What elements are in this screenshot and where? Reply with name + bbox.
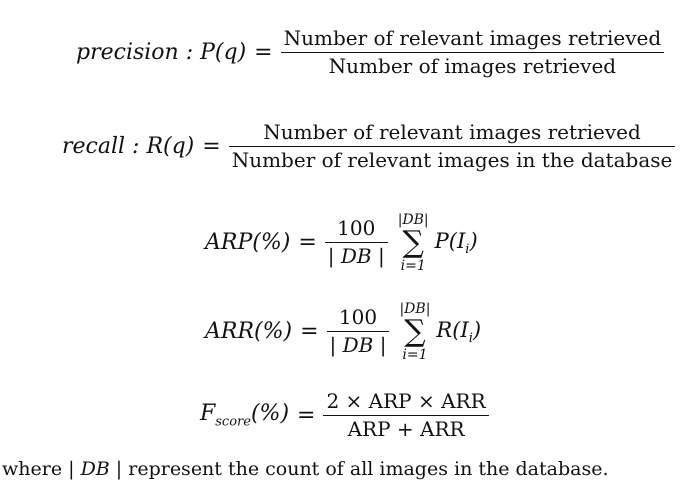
arp-fraction: 100 | DB | — [324, 216, 388, 269]
arp-lhs: ARP(%) — [205, 230, 291, 256]
equals-sign: = — [298, 230, 317, 256]
sum-upper-limit: |DB| — [397, 212, 429, 228]
arp-denominator: | DB | — [327, 244, 385, 269]
precision-equation: precision : P(q) = Number of relevant im… — [76, 26, 665, 78]
arr-numerator: 100 — [338, 305, 378, 330]
arp-numerator: 100 — [337, 216, 376, 241]
equals-sign: = — [297, 403, 316, 428]
recall-equation: recall : R(q) = Number of relevant image… — [62, 120, 676, 172]
equals-sign: = — [202, 134, 221, 159]
arr-summation: |DB| ∑ i=1 — [399, 302, 430, 362]
fraction-bar — [324, 242, 388, 244]
fraction-bar — [326, 331, 390, 333]
footnote-text: where | DB | represent the count of all … — [2, 458, 609, 480]
sum-upper-limit: |DB| — [399, 301, 431, 317]
sigma-symbol: ∑ — [404, 314, 426, 349]
arp-equation: ARP(%) = 100 | DB | |DB| ∑ i=1 P(Ii) — [205, 213, 478, 273]
recall-denominator: Number of relevant images in the databas… — [231, 148, 673, 172]
recall-fraction: Number of relevant images retrieved Numb… — [228, 120, 676, 172]
recall-lhs: recall : R(q) — [62, 134, 195, 159]
sum-lower-limit: i=1 — [400, 257, 426, 274]
fscore-fraction: 2 × ARP × ARR ARP + ARR — [323, 389, 489, 441]
fraction-bar — [323, 415, 489, 416]
arr-term: R(Ii) — [436, 317, 482, 346]
sigma-symbol: ∑ — [402, 225, 424, 260]
arr-lhs: ARR(%) — [205, 319, 293, 345]
fscore-numerator: 2 × ARP × ARR — [326, 389, 486, 413]
precision-numerator: Number of relevant images retrieved — [283, 26, 662, 50]
precision-lhs: precision : P(q) — [76, 40, 247, 65]
equals-sign: = — [254, 40, 273, 65]
sum-lower-limit: i=1 — [402, 346, 428, 363]
equals-sign: = — [300, 319, 319, 345]
fscore-lhs: Fscore(%) — [200, 401, 290, 430]
arr-fraction: 100 | DB | — [326, 305, 390, 358]
recall-numerator: Number of relevant images retrieved — [263, 120, 641, 144]
fraction-bar — [280, 52, 665, 53]
precision-fraction: Number of relevant images retrieved Numb… — [280, 26, 665, 78]
arr-equation: ARR(%) = 100 | DB | |DB| ∑ i=1 R(Ii) — [205, 302, 481, 362]
fscore-denominator: ARP + ARR — [347, 417, 465, 441]
precision-denominator: Number of images retrieved — [328, 54, 617, 78]
fscore-equation: Fscore(%) = 2 × ARP × ARR ARP + ARR — [200, 390, 489, 441]
arr-denominator: | DB | — [329, 333, 387, 358]
arp-summation: |DB| ∑ i=1 — [398, 213, 429, 273]
fraction-bar — [228, 146, 676, 147]
arp-term: P(Ii) — [434, 228, 478, 257]
